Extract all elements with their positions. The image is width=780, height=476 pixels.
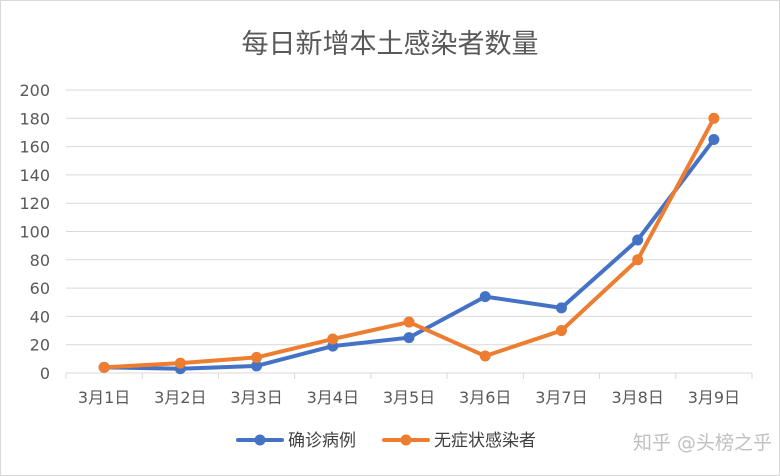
y-tick-label: 80 — [30, 251, 50, 270]
legend-marker — [400, 434, 412, 446]
y-tick-label: 40 — [30, 307, 50, 326]
x-tick-label: 3月8日 — [611, 388, 663, 407]
y-tick-label: 200 — [19, 81, 50, 100]
x-tick-label: 3月2日 — [154, 388, 206, 407]
data-point — [632, 234, 644, 246]
series-group — [98, 112, 720, 375]
y-tick-label: 180 — [19, 109, 50, 128]
y-tick-label: 60 — [30, 279, 50, 298]
x-tick-label: 3月6日 — [459, 388, 511, 407]
x-tick-label: 3月7日 — [535, 388, 587, 407]
y-axis-ticks: 0 20 40 60 80 100 120 140 160 180 200 — [19, 81, 50, 383]
data-point — [479, 291, 491, 303]
data-point — [632, 254, 644, 266]
data-point — [327, 333, 339, 345]
x-axis-ticks: 3月1日 3月2日 3月3日 3月4日 3月5日 3月6日 3月7日 3月8日 3月9日 — [65, 373, 753, 407]
x-tick-label: 3月5日 — [383, 388, 435, 407]
data-point — [708, 134, 720, 146]
y-tick-label: 20 — [30, 336, 50, 355]
x-tick-label: 3月3日 — [230, 388, 282, 407]
data-point — [479, 350, 491, 362]
data-point — [555, 325, 567, 337]
legend-label: 确诊病例 — [288, 431, 356, 451]
data-point — [403, 316, 415, 328]
legend: 确诊病例 无症状感染者 — [236, 431, 536, 451]
data-point — [251, 360, 263, 372]
data-point — [403, 332, 415, 344]
x-tick-label: 3月4日 — [307, 388, 359, 407]
x-tick-label: 3月9日 — [688, 388, 740, 407]
chart-title: 每日新增本土感染者数量 — [242, 29, 539, 60]
y-tick-label: 100 — [19, 223, 50, 242]
legend-label: 无症状感染者 — [434, 431, 536, 451]
series-line-2 — [102, 116, 716, 370]
data-point — [98, 361, 110, 373]
data-point — [174, 357, 186, 369]
y-tick-label: 0 — [40, 364, 50, 383]
x-tick-label: 3月1日 — [78, 388, 130, 407]
y-tick-label: 160 — [19, 138, 50, 157]
gridlines — [66, 89, 752, 346]
data-point — [251, 351, 263, 363]
data-point — [555, 302, 567, 314]
data-point — [708, 112, 720, 124]
y-tick-label: 120 — [19, 194, 50, 213]
y-tick-label: 140 — [19, 166, 50, 185]
legend-marker — [254, 434, 266, 446]
watermark-text: 知乎 @头榜之乎 — [633, 432, 772, 454]
